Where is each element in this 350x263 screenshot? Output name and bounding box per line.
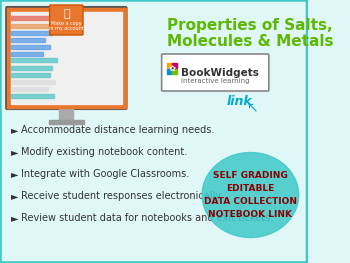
Bar — [172, 69, 177, 74]
Text: Receive student responses electronically.: Receive student responses electronically… — [21, 191, 223, 201]
Bar — [12, 38, 45, 42]
Text: interactive learning: interactive learning — [181, 78, 250, 84]
Bar — [12, 80, 55, 84]
FancyBboxPatch shape — [6, 7, 126, 109]
Bar — [49, 120, 84, 124]
Text: SELF GRADING
EDITABLE
DATA COLLECTION
NOTEBOOK LINK: SELF GRADING EDITABLE DATA COLLECTION NO… — [204, 171, 297, 219]
Text: BookWidgets: BookWidgets — [181, 68, 259, 78]
Bar — [7, 8, 126, 11]
Bar — [172, 63, 177, 68]
Text: ⧉: ⧉ — [63, 9, 70, 19]
Text: ↖: ↖ — [246, 100, 258, 114]
Bar — [167, 63, 171, 68]
Text: Modify existing notebook content.: Modify existing notebook content. — [21, 147, 187, 157]
Text: Molecules & Metals: Molecules & Metals — [167, 34, 334, 49]
Text: ✿: ✿ — [168, 64, 175, 73]
Text: ►: ► — [10, 213, 18, 223]
Bar — [123, 8, 126, 108]
Ellipse shape — [202, 153, 299, 237]
Text: Make a copy
in my account: Make a copy in my account — [49, 21, 84, 31]
Bar — [7, 105, 126, 108]
Bar — [12, 58, 57, 62]
Text: ►: ► — [10, 125, 18, 135]
Text: ►: ► — [10, 191, 18, 201]
FancyBboxPatch shape — [50, 5, 83, 35]
Text: Review student data for notebooks and exit tickets.: Review student data for notebooks and ex… — [21, 213, 273, 223]
Bar — [59, 108, 74, 120]
Bar — [12, 24, 48, 28]
Text: ►: ► — [10, 169, 18, 179]
Bar — [12, 94, 54, 98]
Text: Integrate with Google Classrooms.: Integrate with Google Classrooms. — [21, 169, 189, 179]
Bar — [12, 16, 55, 20]
Bar — [10, 12, 122, 104]
FancyBboxPatch shape — [162, 54, 269, 91]
FancyBboxPatch shape — [0, 0, 308, 263]
Bar — [7, 8, 10, 108]
Bar — [12, 73, 50, 77]
Bar — [12, 52, 43, 56]
Text: ►: ► — [10, 147, 18, 157]
Bar — [167, 69, 171, 74]
Text: Properties of Salts,: Properties of Salts, — [167, 18, 332, 33]
Text: Accommodate distance learning needs.: Accommodate distance learning needs. — [21, 125, 215, 135]
Bar — [12, 31, 52, 35]
Bar — [12, 45, 50, 49]
Bar — [12, 66, 52, 70]
Text: link: link — [227, 95, 252, 108]
Bar — [12, 87, 48, 91]
